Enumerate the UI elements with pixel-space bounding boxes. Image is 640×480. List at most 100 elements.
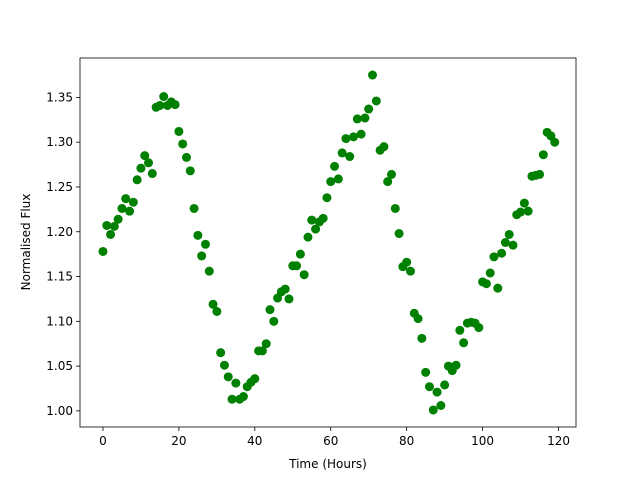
point [405, 266, 415, 276]
x-axis-label: Time (Hours) [288, 457, 367, 471]
point [440, 380, 450, 390]
point [474, 323, 484, 333]
point [535, 169, 545, 179]
point [493, 283, 503, 293]
point [269, 316, 279, 326]
point [538, 150, 548, 160]
point [155, 100, 165, 110]
y-tick-label: 1.15 [46, 270, 73, 284]
y-tick-label: 1.10 [46, 314, 73, 328]
point [481, 279, 491, 289]
point [413, 314, 423, 324]
point [428, 405, 438, 415]
point [109, 221, 119, 231]
point [193, 230, 203, 240]
point [497, 248, 507, 258]
point [352, 114, 362, 124]
y-axis-label: Normalised Flux [19, 194, 33, 291]
point [181, 152, 191, 162]
point [333, 174, 343, 184]
point [523, 206, 533, 216]
y-tick-label: 1.00 [46, 404, 73, 418]
point [128, 197, 138, 207]
point [106, 229, 116, 239]
x-tick-label: 0 [99, 434, 107, 448]
point [379, 142, 389, 152]
point [390, 203, 400, 213]
point [250, 374, 260, 384]
point [174, 126, 184, 136]
point [208, 299, 218, 309]
point [284, 294, 294, 304]
point [485, 268, 495, 278]
point [98, 246, 108, 256]
point [402, 257, 412, 267]
point [265, 305, 275, 315]
point [185, 166, 195, 176]
point [500, 238, 510, 247]
point [189, 203, 199, 213]
plot-frame [79, 57, 577, 428]
point [459, 338, 469, 348]
point [144, 158, 154, 168]
y-tick-label: 1.05 [46, 359, 73, 373]
point [292, 261, 302, 271]
point [223, 372, 233, 382]
point [117, 203, 127, 213]
point [386, 169, 396, 179]
y-tick-label: 1.25 [46, 180, 73, 194]
point [368, 70, 378, 80]
point [326, 177, 336, 187]
point [238, 392, 248, 402]
point [136, 163, 146, 173]
x-tick-label: 60 [323, 434, 338, 448]
point [200, 239, 210, 249]
point [364, 104, 374, 114]
point [421, 367, 431, 377]
point [178, 139, 188, 149]
point [121, 194, 131, 204]
point [280, 284, 290, 294]
point [132, 175, 142, 185]
point [299, 270, 309, 280]
point [436, 401, 446, 411]
point [231, 378, 241, 388]
point [227, 394, 237, 404]
point [360, 113, 370, 123]
x-tick-label: 80 [399, 434, 414, 448]
point [508, 240, 518, 250]
point [295, 249, 305, 259]
point [322, 193, 332, 203]
x-tick-label: 100 [471, 434, 494, 448]
x-tick-label: 120 [547, 434, 570, 448]
point [113, 214, 123, 224]
point [383, 177, 393, 187]
point [125, 206, 135, 216]
point [516, 207, 526, 217]
point [504, 229, 514, 239]
point [417, 333, 427, 343]
point [170, 100, 180, 110]
point [212, 306, 222, 316]
point [455, 325, 465, 335]
point [345, 152, 355, 162]
point [394, 229, 404, 239]
point [261, 339, 271, 349]
point [318, 213, 328, 223]
x-tick-label: 20 [171, 434, 186, 448]
point [257, 346, 267, 356]
point [337, 148, 347, 158]
point [519, 198, 529, 208]
point [330, 161, 340, 171]
point [197, 251, 207, 261]
point [307, 215, 317, 225]
point [489, 252, 499, 262]
point [424, 382, 434, 392]
point [159, 92, 169, 102]
point [147, 169, 157, 179]
point [204, 266, 214, 276]
point [451, 360, 461, 370]
point [303, 232, 313, 242]
